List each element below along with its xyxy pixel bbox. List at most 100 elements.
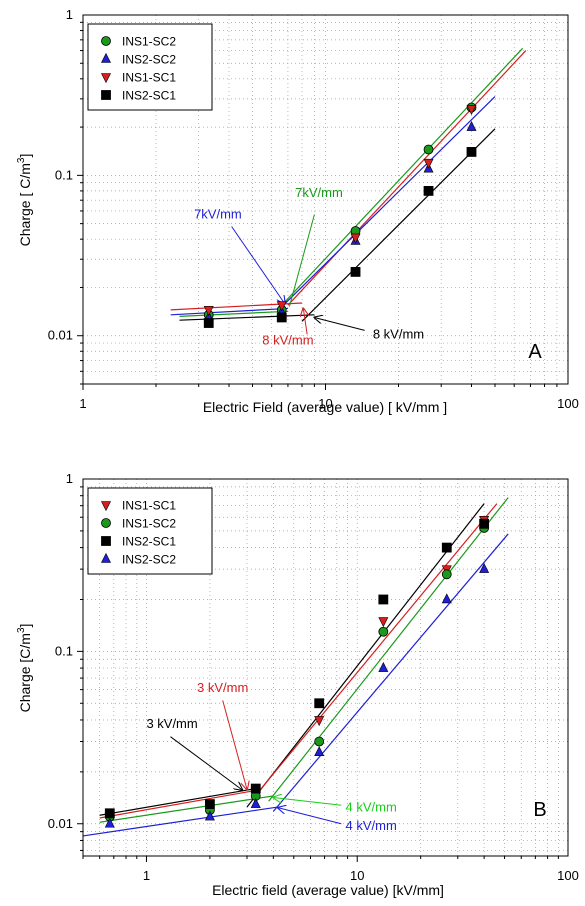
x-tick-label: 100 (557, 868, 579, 883)
data-point (203, 318, 214, 328)
data-point (314, 746, 325, 757)
data-point (314, 736, 325, 747)
fit-line (252, 503, 498, 799)
panel-label: A (528, 341, 542, 363)
data-point (466, 120, 477, 131)
fit-line (99, 795, 274, 823)
data-point (479, 518, 490, 529)
data-point (104, 817, 115, 828)
data-point (204, 810, 215, 821)
data-point (441, 569, 452, 580)
fit-line (170, 307, 288, 316)
x-tick-label: 1 (79, 396, 86, 411)
fit-line (279, 96, 496, 309)
data-point (423, 186, 434, 196)
legend: INS1-SC2 INS2-SC2 INS1-SC1 INS2-SC1 (87, 23, 213, 111)
data-point (441, 542, 452, 553)
data-point (314, 698, 325, 709)
legend-marker (101, 552, 111, 563)
legend-label: INS1-SC1 (122, 499, 176, 513)
y-tick-label: 1 (66, 471, 73, 486)
x-axis-label: Electric Field (average value) [ kV/mm ] (203, 399, 447, 415)
data-point (276, 301, 287, 312)
annotation-arrow (314, 317, 365, 331)
x-axis-label: Electric field (average value) [kV/mm] (212, 882, 444, 898)
fit-line (179, 310, 288, 317)
fit-lines (170, 47, 527, 322)
fit-line (82, 806, 278, 837)
data-point (423, 158, 434, 169)
data-point (479, 562, 490, 573)
data-point (466, 105, 477, 115)
data-point (378, 626, 389, 637)
annotations: 7kV/mm 7kV/mm 8 kV/mm 8 kV/mm (194, 185, 424, 348)
legend-marker (101, 536, 111, 546)
y-axis-label: Charge [C/m3] (16, 624, 33, 713)
annotation-label: 3 kV/mm (146, 716, 197, 731)
legend-label: INS2-SC2 (122, 53, 176, 67)
annotation-label: 4 kV/mm (346, 799, 397, 814)
data-point (104, 808, 115, 819)
legend-marker (101, 52, 111, 63)
legend-label: INS2-SC2 (122, 553, 176, 567)
panel-label: B (533, 799, 546, 821)
x-tick-label: 10 (350, 868, 364, 883)
legend: INS1-SC1 INS1-SC2 INS2-SC1 INS2-SC2 (87, 487, 213, 575)
data-point (276, 312, 287, 323)
annotation-label: 8 kV/mm (262, 333, 313, 348)
data-point (378, 594, 389, 605)
annotation-label: 8 kV/mm (373, 327, 424, 342)
annotation-label: 7kV/mm (194, 206, 242, 221)
legend-label: INS1-SC1 (122, 71, 176, 85)
legend-label: INS1-SC2 (122, 517, 176, 531)
fit-lines (82, 497, 509, 837)
annotation-arrow (288, 214, 315, 307)
fit-line (281, 47, 524, 306)
axis-ticks: 1 10 100 0.01 0.1 1 (48, 7, 579, 411)
annotation-arrow (170, 736, 242, 790)
data-point (314, 716, 325, 727)
y-axis-label: Charge [ C/m3] (16, 154, 33, 247)
fit-line (301, 128, 496, 322)
legend-label: INS1-SC2 (122, 35, 176, 49)
legend-marker (101, 501, 111, 512)
y-tick-label: 0.1 (55, 167, 73, 182)
legend-marker (101, 518, 111, 528)
data-point (203, 306, 214, 317)
x-tick-label: 1 (143, 868, 150, 883)
y-tick-label: 0.1 (55, 643, 73, 658)
annotation-arrow (273, 798, 342, 806)
fit-line (99, 790, 254, 819)
plot-frame (82, 478, 569, 857)
axis-ticks: 1 10 100 0.01 0.1 1 (48, 471, 579, 883)
fit-line (287, 50, 527, 306)
data-point (466, 147, 477, 157)
chart-panel-b: 3 kV/mm 3 kV/mm 4 kV/mm 4 kV/mm 1 10 100 0.01 0… (16, 471, 579, 898)
annotations: 3 kV/mm 3 kV/mm 4 kV/mm 4 kV/mm (146, 680, 396, 833)
annotation-arrow (222, 700, 247, 789)
x-tick-label: 100 (557, 396, 579, 411)
fit-line (179, 314, 315, 321)
data-point (350, 267, 361, 277)
y-tick-label: 0.01 (48, 816, 73, 831)
data-point (423, 144, 434, 155)
data-point (204, 799, 215, 810)
annotation-label: 7kV/mm (295, 185, 343, 200)
data-point (250, 783, 261, 794)
annotation-label: 3 kV/mm (197, 680, 248, 695)
data-points (104, 515, 490, 828)
annotation-arrow (303, 308, 307, 335)
fit-line (246, 503, 485, 808)
data-point (350, 233, 361, 244)
data-point (378, 661, 389, 672)
data-point (378, 617, 389, 628)
annotation-arrow (231, 226, 285, 303)
legend-marker (101, 90, 111, 100)
fit-line (99, 787, 256, 816)
legend-label: INS2-SC1 (122, 535, 176, 549)
data-point (250, 797, 261, 808)
fit-line (272, 533, 509, 812)
y-tick-label: 1 (66, 7, 73, 22)
annotation-arrow (278, 808, 342, 825)
annotation-label: 4 kV/mm (346, 818, 397, 833)
